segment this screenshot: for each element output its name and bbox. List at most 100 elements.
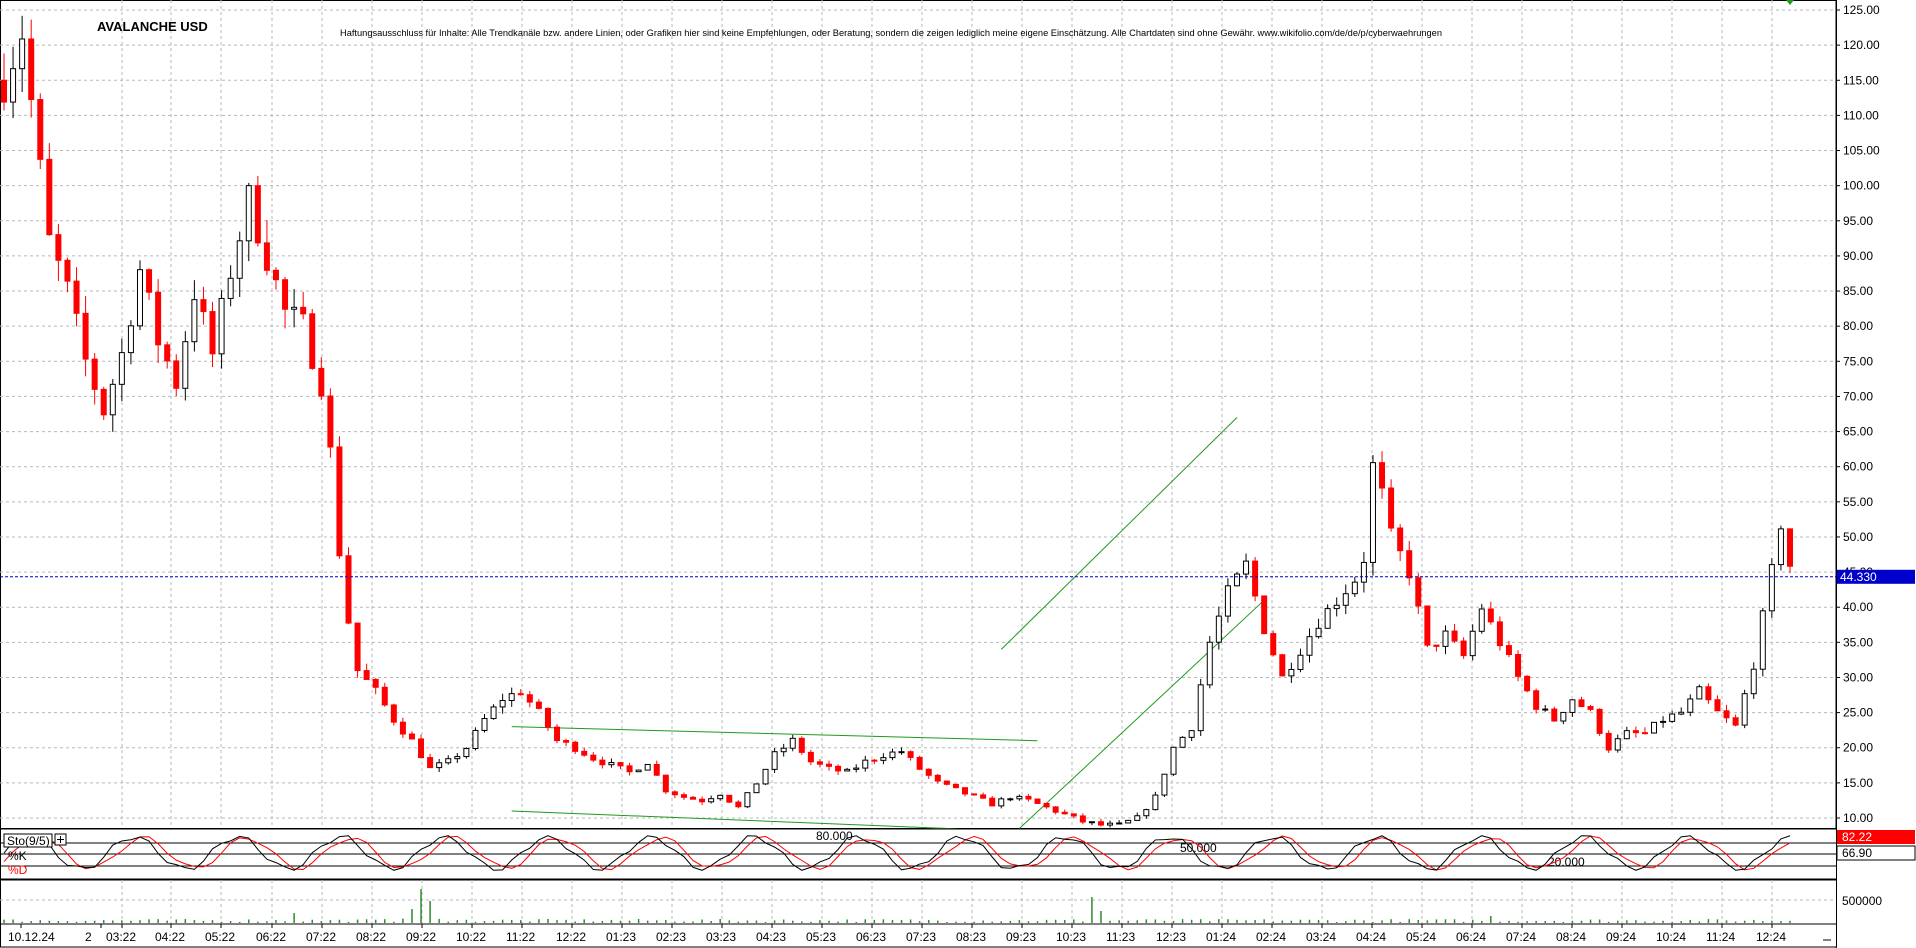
y-tick-label: 10.00 <box>1843 811 1873 825</box>
candle-body <box>1533 690 1540 710</box>
candle-body <box>318 367 325 397</box>
y-tick-label: 60.00 <box>1843 460 1873 474</box>
candle-body <box>1152 794 1159 811</box>
volume-tick: 500000 <box>1842 894 1882 908</box>
candle-body <box>372 678 379 688</box>
candle-body <box>526 694 533 703</box>
candle-body <box>336 446 343 557</box>
candle-body <box>590 754 597 761</box>
candle-body <box>1342 593 1349 606</box>
x-tick-label: 06:23 <box>856 930 886 944</box>
stoch-lines <box>3 835 1791 871</box>
candle-body <box>581 750 588 756</box>
candle-body <box>263 242 270 271</box>
candle-body <box>1079 815 1086 823</box>
candle-body <box>46 158 53 236</box>
y-tick-label: 120.00 <box>1843 38 1880 52</box>
y-tick-label: 105.00 <box>1843 144 1880 158</box>
expand-icon[interactable] <box>54 833 67 846</box>
candle-body <box>55 234 62 261</box>
candle-body <box>100 388 107 416</box>
candle-body <box>1696 686 1703 700</box>
x-tick-label: 05:22 <box>205 930 235 944</box>
candle-body <box>1669 713 1676 722</box>
candle-body <box>390 704 397 723</box>
y-tick-label: 75.00 <box>1843 354 1873 368</box>
x-tick-label: 11:24 <box>1706 930 1735 944</box>
candle-body <box>844 768 851 772</box>
x-tick-label: 04:23 <box>756 930 786 944</box>
candle-body <box>1034 798 1041 804</box>
candlestick-series <box>1 15 1793 828</box>
candle-body <box>218 297 225 355</box>
candle-body <box>1 79 7 103</box>
candle-body <box>146 269 153 293</box>
candle-body <box>1324 608 1331 629</box>
candle-body <box>164 344 171 362</box>
stoch-k-tag <box>1837 830 1915 844</box>
y-tick-label: 35.00 <box>1843 635 1873 649</box>
candle-body <box>427 757 434 769</box>
candle-body <box>952 783 959 789</box>
candle-body <box>635 769 642 773</box>
x-tick-label: 11:22 <box>506 930 535 944</box>
x-tick-label: 10:24 <box>1656 930 1686 944</box>
candle-body <box>1243 560 1250 575</box>
candle-body <box>1116 822 1123 825</box>
candle-body <box>617 762 624 767</box>
candle-body <box>91 358 98 390</box>
candle-body <box>780 747 787 753</box>
y-tick-label: 25.00 <box>1843 706 1873 720</box>
candle-body <box>1043 802 1050 808</box>
candle-body <box>671 791 678 796</box>
candle-body <box>1270 633 1277 656</box>
x-tick-label: 08:24 <box>1556 930 1586 944</box>
candle-body <box>1215 615 1222 643</box>
candle-body <box>1596 708 1603 734</box>
candle-body <box>1623 730 1630 740</box>
candle-body <box>771 751 778 770</box>
candle-body <box>363 670 370 680</box>
candle-body <box>862 759 869 769</box>
candle-body <box>1542 708 1549 711</box>
y-tick-label: 110.00 <box>1843 108 1879 122</box>
candle-body <box>1487 608 1494 623</box>
candle-body <box>1052 806 1059 813</box>
candle-body <box>1605 732 1612 751</box>
candle-body <box>1161 773 1168 796</box>
candle-body <box>1233 573 1240 587</box>
x-tick-label: 08:23 <box>956 930 986 944</box>
y-tick-label: 20.00 <box>1843 741 1873 755</box>
candle-body <box>227 277 234 299</box>
candle-body <box>653 763 660 776</box>
candle-body <box>28 38 35 101</box>
candle-body <box>789 737 796 749</box>
candle-body <box>1088 821 1095 824</box>
candle-body <box>690 796 697 800</box>
candle-body <box>463 748 470 758</box>
candle-body <box>889 751 896 759</box>
x-tick-label: 05:24 <box>1406 930 1436 944</box>
candle-body <box>345 555 352 624</box>
candle-body <box>481 718 488 731</box>
candle-body <box>1705 686 1712 701</box>
candle-body <box>1025 795 1032 800</box>
candle-body <box>916 756 923 770</box>
candle-body <box>1315 627 1322 638</box>
x-tick-label: 10:23 <box>1056 930 1086 944</box>
candle-body <box>418 738 425 759</box>
candle-body <box>644 763 651 771</box>
candle-body <box>454 756 461 760</box>
candle-body <box>1496 621 1503 647</box>
candle-body <box>381 686 388 706</box>
candle-body <box>798 737 805 753</box>
stoch-d-value: 66.90 <box>1842 846 1872 860</box>
candle-body <box>1678 711 1685 715</box>
trend-line <box>1000 417 1238 650</box>
candle-body <box>1279 654 1286 677</box>
x-tick-label: 10:22 <box>456 930 486 944</box>
candle-body <box>1107 822 1114 826</box>
x-tick-label: 09:24 <box>1606 930 1636 944</box>
volume-panel: 500000 <box>0 879 1882 925</box>
